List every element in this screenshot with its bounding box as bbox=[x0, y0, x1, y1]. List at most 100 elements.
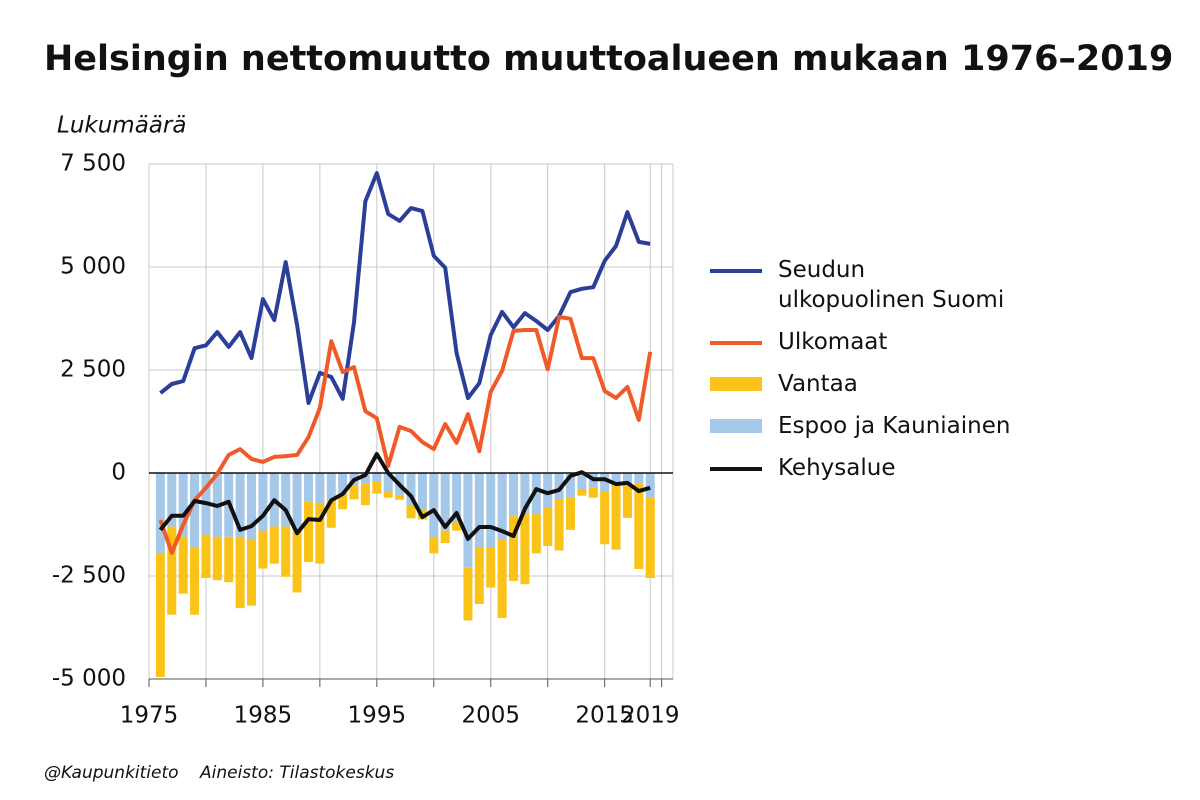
bar bbox=[497, 473, 507, 539]
bar bbox=[281, 526, 291, 577]
x-tick-label: 1995 bbox=[348, 703, 407, 729]
bar bbox=[543, 508, 553, 546]
bar bbox=[224, 536, 234, 583]
y-tick-label: -2 500 bbox=[52, 563, 126, 589]
bar bbox=[463, 567, 473, 621]
bar bbox=[543, 473, 553, 509]
bar bbox=[338, 493, 348, 510]
bar bbox=[509, 473, 519, 517]
bar bbox=[622, 485, 632, 518]
legend-item: Seudun ulkopuolinen Suomi bbox=[710, 255, 1130, 315]
bar bbox=[178, 473, 188, 537]
bar bbox=[531, 514, 541, 554]
line bbox=[159, 171, 651, 405]
bar bbox=[452, 522, 462, 531]
y-axis-label: Lukumäärä bbox=[57, 113, 186, 139]
bar bbox=[486, 473, 496, 548]
bar bbox=[235, 536, 245, 609]
bar bbox=[645, 473, 655, 498]
bar bbox=[474, 473, 484, 548]
bar bbox=[247, 473, 257, 539]
bar bbox=[520, 514, 530, 585]
y-tick-label: 7 500 bbox=[60, 151, 126, 177]
x-tick-label: 2015 bbox=[575, 703, 634, 729]
legend-item: Ulkomaat bbox=[710, 327, 1130, 357]
bar bbox=[406, 473, 416, 506]
bar bbox=[167, 473, 177, 527]
bar bbox=[565, 497, 575, 530]
legend-swatch bbox=[710, 269, 762, 273]
bar bbox=[155, 552, 165, 677]
bar bbox=[190, 473, 200, 548]
bar bbox=[281, 473, 291, 527]
bar bbox=[554, 473, 564, 500]
bar bbox=[269, 526, 279, 564]
x-tick-label: 1985 bbox=[234, 703, 293, 729]
bar bbox=[600, 491, 610, 545]
y-tick-label: 2 500 bbox=[60, 357, 126, 383]
bar bbox=[577, 489, 587, 496]
bar bbox=[486, 547, 496, 588]
bar bbox=[383, 473, 393, 492]
bar bbox=[497, 538, 507, 619]
bar bbox=[600, 473, 610, 492]
bar bbox=[554, 499, 564, 551]
bar bbox=[212, 536, 222, 581]
y-tick-label: -5 000 bbox=[52, 666, 126, 692]
legend-label: Kehysalue bbox=[778, 455, 896, 481]
bar bbox=[383, 491, 393, 498]
legend-label: Seudun ulkopuolinen Suomi bbox=[778, 257, 1005, 313]
legend-item: Vantaa bbox=[710, 369, 1130, 399]
bar bbox=[372, 481, 382, 494]
bar bbox=[463, 473, 473, 568]
chart-title: Helsingin nettomuutto muuttoalueen mukaa… bbox=[44, 39, 1173, 79]
bar bbox=[303, 473, 313, 502]
y-tick-label: 5 000 bbox=[60, 254, 126, 280]
legend-item: Kehysalue bbox=[710, 453, 1130, 483]
bar bbox=[611, 473, 621, 482]
legend-label: Ulkomaat bbox=[778, 329, 888, 355]
bar bbox=[429, 473, 439, 537]
legend-label: Vantaa bbox=[778, 371, 858, 397]
bar bbox=[190, 547, 200, 615]
bar bbox=[634, 483, 644, 569]
bar bbox=[235, 473, 245, 537]
bar bbox=[315, 473, 325, 504]
bar bbox=[167, 526, 177, 615]
bar bbox=[406, 505, 416, 519]
line bbox=[158, 314, 653, 555]
bar bbox=[315, 503, 325, 564]
legend-swatch bbox=[710, 467, 762, 471]
legend-swatch bbox=[710, 419, 762, 433]
bar bbox=[565, 473, 575, 498]
x-tick-label: 1975 bbox=[120, 703, 179, 729]
bar bbox=[372, 473, 382, 482]
lines bbox=[158, 171, 653, 555]
bar bbox=[622, 473, 632, 486]
bar bbox=[577, 473, 587, 490]
legend-swatch bbox=[710, 341, 762, 345]
bar bbox=[292, 473, 302, 531]
bar bbox=[326, 499, 336, 528]
bar bbox=[429, 536, 439, 554]
bar bbox=[338, 473, 348, 494]
bar bbox=[360, 473, 370, 484]
bar bbox=[247, 538, 257, 606]
bar bbox=[452, 473, 462, 523]
bar bbox=[395, 495, 405, 500]
legend-swatch bbox=[710, 377, 762, 391]
bar bbox=[588, 487, 598, 498]
line bbox=[158, 452, 651, 541]
bar bbox=[645, 497, 655, 579]
bar bbox=[520, 473, 530, 515]
bar bbox=[440, 473, 450, 531]
legend: Seudun ulkopuolinen Suomi Ulkomaat Vantaa E… bbox=[710, 255, 1130, 495]
bar bbox=[201, 534, 211, 579]
legend-item: Espoo ja Kauniainen bbox=[710, 411, 1130, 441]
bar bbox=[258, 530, 268, 569]
bar bbox=[509, 516, 519, 581]
bar bbox=[258, 473, 268, 531]
bar bbox=[349, 485, 359, 500]
legend-label: Espoo ja Kauniainen bbox=[778, 413, 1011, 439]
